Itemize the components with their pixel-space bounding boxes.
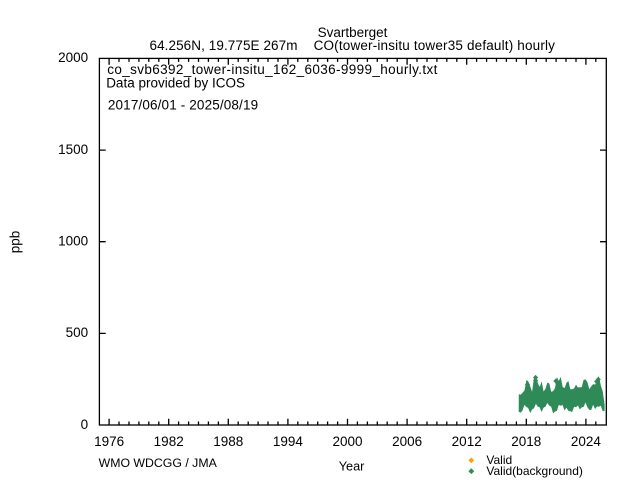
svg-text:1994: 1994 xyxy=(273,434,304,449)
svg-text:CO(tower-insitu tower35 defaul: CO(tower-insitu tower35 default) hourly xyxy=(314,38,556,53)
svg-text:Data provided by ICOS: Data provided by ICOS xyxy=(106,76,245,91)
svg-text:1000: 1000 xyxy=(58,234,88,249)
svg-text:2017/06/01 - 2025/08/19: 2017/06/01 - 2025/08/19 xyxy=(108,98,258,113)
svg-text:2000: 2000 xyxy=(58,50,88,65)
svg-text:2006: 2006 xyxy=(392,434,422,449)
svg-text:2024: 2024 xyxy=(571,434,602,449)
svg-text:Valid(background): Valid(background) xyxy=(486,464,583,478)
svg-text:Svartberget: Svartberget xyxy=(318,25,388,40)
svg-text:1500: 1500 xyxy=(58,142,88,157)
svg-text:1988: 1988 xyxy=(213,434,243,449)
svg-text:Year: Year xyxy=(339,460,365,474)
svg-text:2012: 2012 xyxy=(452,434,482,449)
svg-text:2000: 2000 xyxy=(332,434,362,449)
svg-text:co_svb6392_tower-insitu_162_60: co_svb6392_tower-insitu_162_6036-9999_ho… xyxy=(107,62,437,77)
svg-text:WMO WDCGG / JMA: WMO WDCGG / JMA xyxy=(99,456,218,470)
svg-text:0: 0 xyxy=(81,417,89,432)
svg-text:ppb: ppb xyxy=(8,231,23,254)
svg-text:Valid: Valid xyxy=(486,453,512,467)
svg-text:1976: 1976 xyxy=(94,434,124,449)
svg-text:500: 500 xyxy=(66,325,89,340)
svg-text:64.256N, 19.775E 267m: 64.256N, 19.775E 267m xyxy=(150,38,298,53)
svg-text:1982: 1982 xyxy=(154,434,184,449)
svg-text:2018: 2018 xyxy=(511,434,541,449)
